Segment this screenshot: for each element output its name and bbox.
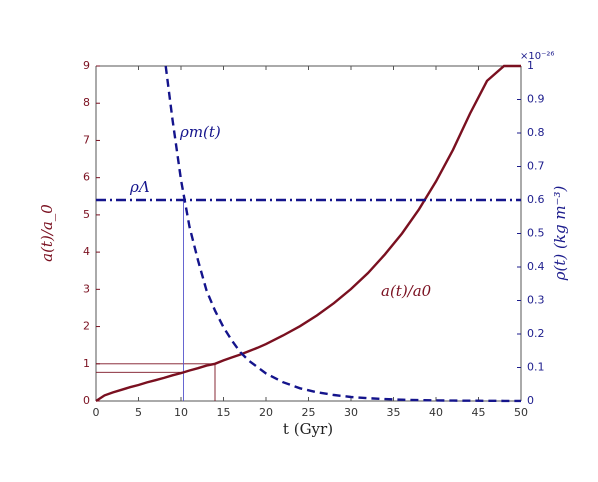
a-curve-annotation: a(t)/a0 [381, 282, 432, 300]
y-left-tick-label: 3 [83, 282, 90, 295]
y-axis-left-label: a(t)/a_0 [38, 204, 56, 262]
y-right-tick-label: 0.6 [527, 193, 545, 206]
x-tick-label: 35 [387, 406, 401, 419]
y-left-tick-label: 6 [83, 171, 90, 184]
x-tick-label: 30 [344, 406, 358, 419]
series [95, 64, 521, 403]
y-left-tick-label: 8 [83, 96, 90, 109]
y-right-tick-label: 0.2 [527, 327, 545, 340]
reference-lines [96, 200, 216, 401]
y-right-tick-label: 0.1 [527, 361, 545, 374]
x-tick-label: 25 [302, 406, 316, 419]
y-right-tick-label: 0 [527, 394, 534, 407]
x-tick-label: 40 [429, 406, 443, 419]
x-tick-label: 50 [514, 406, 528, 419]
x-tick-label: 5 [135, 406, 142, 419]
x-axis-label: t (Gyr) [283, 420, 333, 438]
y-left-tick-label: 4 [83, 245, 90, 258]
y-right-tick-label: 0.9 [527, 93, 545, 106]
x-tick-label: 0 [93, 406, 100, 419]
y-right-tick-label: 0.5 [527, 227, 545, 240]
y-left-tick-label: 9 [83, 59, 90, 72]
x-tick-label: 10 [174, 406, 188, 419]
y-right-tick-label: 1 [527, 59, 534, 72]
series-line [164, 65, 521, 403]
ticks: 0 5 10 15 20 25 30 35 40 45 50012345678900.10.20.3… [83, 59, 545, 419]
y-left-tick-label: 5 [83, 208, 90, 221]
x-tick-label: 15 [217, 406, 231, 419]
y-right-tick-label: 0.8 [527, 126, 545, 139]
y-left-tick-label: 1 [83, 357, 90, 370]
series-line [95, 64, 521, 403]
y-left-tick-label: 7 [83, 133, 90, 146]
rho-m-annotation: ρm(t) [179, 123, 221, 141]
y-right-tick-label: 0.3 [527, 294, 545, 307]
y-right-tick-label: 0.7 [527, 160, 545, 173]
y-left-tick-label: 0 [83, 394, 90, 407]
y-left-tick-label: 2 [83, 320, 90, 333]
y-right-tick-label: 0.4 [527, 260, 545, 273]
x-tick-label: 45 [472, 406, 486, 419]
plot-frame [95, 65, 522, 402]
right-axis-multiplier: ×10⁻²⁶ [520, 51, 554, 62]
y-axis-right-label: ρ(t) (kg m⁻³) [551, 186, 569, 282]
rho-lambda-annotation: ρΛ [129, 178, 150, 196]
x-tick-label: 20 [259, 406, 273, 419]
